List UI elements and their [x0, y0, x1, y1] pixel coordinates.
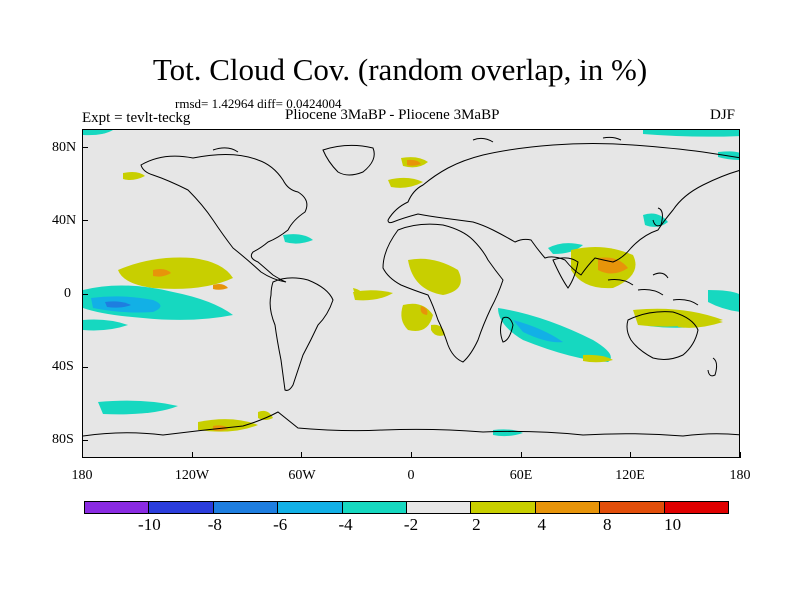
stats-text: rmsd= 1.42964 diff= 0.0424004 — [175, 96, 342, 111]
lon-tick — [520, 452, 522, 458]
lat-label-80n: 80N — [52, 140, 77, 155]
colorbar-label: 4 — [537, 515, 547, 534]
colorbar-label: -10 — [138, 515, 161, 534]
coastline-north-america — [140, 153, 308, 283]
colorbar-swatch — [534, 501, 601, 514]
coastline-japan — [652, 207, 663, 227]
lat-label-0: 0 — [64, 286, 71, 301]
coastline-australia — [626, 311, 699, 360]
lon-label-120e: 120E — [615, 468, 645, 483]
map-panel — [82, 129, 740, 458]
lon-label-60e: 60E — [509, 468, 533, 483]
colorbar-label: -6 — [273, 515, 288, 534]
coastline-greenland — [322, 144, 375, 176]
anomaly-patch — [548, 243, 583, 254]
colorbar-swatch — [84, 501, 150, 514]
lon-label-0: 0 — [407, 468, 415, 483]
anomaly-patch — [353, 288, 365, 298]
lon-tick — [740, 452, 741, 458]
coastline-antarctica — [83, 411, 739, 437]
coastline-india — [552, 257, 579, 289]
chart-title: Tot. Cloud Cov. (random overlap, in %) — [152, 52, 648, 87]
anomaly-patch — [678, 317, 723, 328]
lon-tick — [630, 452, 632, 458]
coastlines — [83, 136, 739, 437]
colorbar-swatch — [663, 501, 729, 514]
coastline-arctic-islands — [212, 136, 622, 153]
anomaly-patch — [420, 306, 428, 315]
anomaly-patch — [105, 301, 131, 308]
anomaly-patch — [118, 257, 233, 289]
anomaly-patch — [513, 320, 563, 343]
coastline-new-zealand — [707, 357, 718, 377]
colorbar-swatch — [277, 501, 343, 514]
lat-tick — [82, 366, 88, 368]
anomaly-shading — [83, 130, 739, 437]
coastline-eurasia — [387, 143, 739, 276]
anomaly-patch — [213, 284, 228, 290]
anomaly-patch — [83, 319, 128, 331]
lon-label-180w: 180 — [71, 468, 93, 483]
lat-tick — [82, 220, 88, 222]
anomaly-patch — [498, 308, 611, 362]
colorbar-swatch — [212, 501, 279, 514]
anomaly-patch — [258, 410, 273, 420]
colorbar-swatch — [599, 501, 665, 514]
experiment-label: Expt = tevlt-teckg — [82, 110, 191, 126]
lon-label-180e: 180 — [729, 468, 751, 483]
lon-tick — [82, 452, 83, 458]
anomaly-patch — [83, 130, 113, 136]
anomaly-patch — [283, 234, 313, 244]
colorbar-swatch — [148, 501, 214, 514]
lat-tick — [82, 293, 88, 295]
colorbar-label: 2 — [472, 515, 481, 534]
anomaly-patch — [98, 400, 178, 415]
comparison-label: Pliocene 3MaBP - Pliocene 3MaBP — [285, 107, 500, 123]
anomaly-patch — [493, 429, 523, 437]
lon-label-120w: 120W — [174, 468, 210, 483]
coastline-south-america — [269, 277, 334, 391]
colorbar-swatch — [405, 501, 472, 514]
lon-tick — [191, 452, 193, 458]
anomaly-patch — [598, 257, 628, 274]
anomaly-patch — [408, 258, 461, 295]
anomaly-patch — [407, 159, 421, 166]
lon-tick — [301, 452, 303, 458]
cloud-anomaly-map — [83, 130, 739, 437]
lat-label-40s: 40S — [52, 359, 74, 374]
anomaly-patch — [153, 269, 171, 277]
lon-tick — [411, 452, 412, 458]
anomaly-patch — [401, 303, 433, 331]
colorbar-label: -2 — [403, 515, 419, 534]
coastline-maritime-asia — [607, 272, 699, 306]
coastline-madagascar — [500, 316, 514, 343]
anomaly-patch — [123, 172, 145, 180]
colorbar-label: -4 — [338, 515, 353, 534]
coastline-africa — [382, 223, 504, 363]
season-label: DJF — [710, 107, 736, 123]
colorbar — [84, 501, 729, 514]
colorbar-label: -8 — [207, 515, 222, 534]
colorbar-swatch — [341, 501, 407, 514]
colorbar-label: 8 — [602, 515, 612, 534]
colorbar-label: 10 — [664, 515, 682, 534]
lon-label-60w: 60W — [288, 468, 316, 483]
lat-tick — [82, 439, 88, 441]
lat-tick — [82, 147, 88, 149]
anomaly-patch — [708, 290, 739, 312]
lat-label-80s: 80S — [52, 432, 74, 447]
anomaly-patch — [388, 177, 423, 188]
lat-label-40n: 40N — [52, 213, 77, 228]
anomaly-patch — [583, 354, 613, 363]
colorbar-swatch — [470, 501, 536, 514]
anomaly-patch — [643, 130, 739, 137]
